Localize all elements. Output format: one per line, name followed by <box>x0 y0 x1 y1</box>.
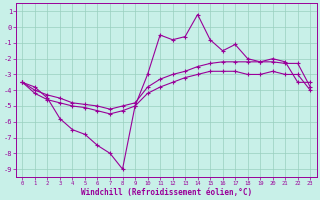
X-axis label: Windchill (Refroidissement éolien,°C): Windchill (Refroidissement éolien,°C) <box>81 188 252 197</box>
